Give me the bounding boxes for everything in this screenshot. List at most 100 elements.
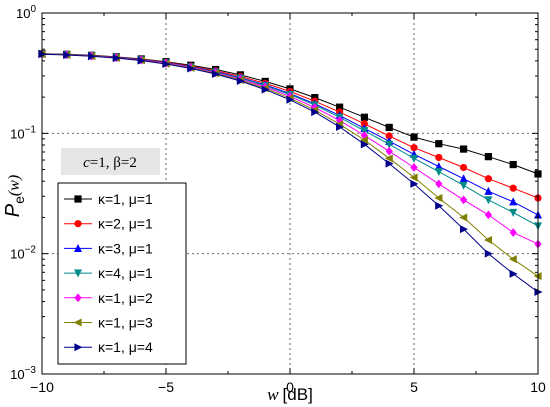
axis-ticks: −10 −5 0 5 10 10−3 10−2 10−1 100 (10, 4, 546, 395)
legend-label: κ=3, μ=1 (98, 240, 153, 256)
legend-swatch-marker (74, 220, 82, 228)
data-point (484, 175, 492, 183)
series-7 (38, 50, 543, 297)
data-point (410, 179, 419, 188)
legend-item: κ=2, μ=1 (64, 216, 153, 232)
data-point (336, 116, 344, 125)
data-point (336, 103, 344, 111)
legend-frame (57, 182, 187, 365)
data-point (509, 160, 517, 169)
data-point (435, 179, 443, 189)
data-point (385, 146, 393, 156)
data-point (212, 70, 220, 79)
x-tick-label: −5 (158, 379, 174, 395)
legend-item: κ=4, μ=1 (64, 265, 153, 281)
annotation-rest: =1, β=2 (90, 155, 137, 171)
data-point (360, 131, 368, 140)
data-point (459, 181, 468, 190)
data-point (385, 159, 394, 168)
x-tick-label: 5 (410, 379, 418, 395)
y-axis-label: Pe(w) (2, 175, 27, 217)
legend-label: κ=2, μ=1 (98, 216, 153, 232)
x-axis-unit: [dB] (283, 385, 313, 404)
x-tick-label: −10 (30, 379, 54, 395)
data-point (137, 56, 146, 65)
data-point (409, 173, 418, 182)
legend-label: κ=1, μ=4 (98, 339, 153, 355)
y-axis-subscript: e (11, 196, 27, 204)
data-point (63, 50, 72, 59)
y-tick-label: 100 (16, 4, 36, 21)
data-point (385, 132, 393, 140)
legend-item: κ=1, μ=4 (64, 339, 153, 355)
legend-swatch-marker (74, 244, 82, 252)
y-axis-argument: (w) (6, 175, 23, 196)
data-point (88, 52, 96, 61)
x-axis-variable: w (267, 385, 279, 404)
data-point (484, 196, 493, 205)
data-point (459, 174, 468, 183)
data-point (360, 136, 368, 145)
legend-item: κ=1, μ=3 (64, 315, 153, 331)
data-point (384, 154, 393, 163)
data-point (434, 194, 443, 203)
data-point (509, 184, 517, 192)
data-point (484, 186, 493, 195)
data-point (509, 208, 518, 217)
data-point (460, 195, 468, 205)
data-point (385, 140, 394, 149)
data-point (311, 103, 319, 112)
data-point (410, 154, 418, 163)
svg-text:c=1, β=2: c=1, β=2 (83, 155, 137, 171)
legend: κ=1, μ=1 κ=2, μ=1 κ=3, μ=1 κ=4, μ=1 κ=1, μ=2… (57, 182, 187, 365)
data-point (484, 153, 492, 161)
legend-item: κ=1, μ=1 (64, 191, 153, 207)
data-point (435, 140, 443, 148)
data-point (311, 108, 320, 117)
data-point (360, 113, 368, 121)
data-point (484, 210, 492, 220)
legend-label: κ=1, μ=2 (98, 290, 153, 306)
data-point (286, 95, 295, 104)
y-tick-label: 10−2 (10, 245, 36, 262)
y-tick-label: 10−1 (10, 124, 36, 141)
legend-swatch-marker (74, 195, 82, 203)
data-point (460, 163, 468, 172)
data-point (509, 269, 518, 278)
legend-swatch-marker (74, 343, 83, 352)
data-point (410, 133, 418, 141)
y-tick-label: 10−3 (10, 365, 36, 382)
data-point (410, 144, 418, 152)
x-axis-label: w [dB] (267, 385, 313, 404)
data-point (410, 163, 418, 172)
data-point (508, 255, 517, 264)
data-point (360, 120, 368, 128)
data-point (336, 122, 344, 131)
data-point (434, 168, 443, 177)
legend-swatch-marker (74, 293, 82, 303)
data-point (435, 201, 444, 210)
data-point (459, 213, 468, 222)
legend-label: κ=1, μ=1 (98, 191, 153, 207)
data-point (112, 54, 121, 63)
data-point (509, 197, 518, 206)
legend-item: κ=1, μ=2 (64, 290, 153, 306)
y-axis-symbol: P (2, 203, 24, 217)
legend-label: κ=1, μ=3 (98, 315, 153, 331)
data-point (484, 235, 492, 244)
legend-swatch-marker (74, 269, 82, 278)
legend-item: κ=3, μ=1 (64, 240, 153, 256)
data-point (261, 85, 270, 94)
x-tick-label: 0 (286, 379, 294, 395)
data-point (385, 123, 393, 132)
data-point (435, 153, 443, 162)
series-layer (37, 49, 543, 297)
legend-label: κ=4, μ=1 (98, 265, 153, 281)
legend-swatch-marker (73, 318, 82, 327)
x-tick-label: 10 (530, 379, 546, 395)
data-point (162, 59, 171, 68)
annotation-c: c (83, 155, 90, 171)
data-point (509, 228, 517, 237)
parameter-annotation: c=1, β=2 (61, 148, 160, 175)
